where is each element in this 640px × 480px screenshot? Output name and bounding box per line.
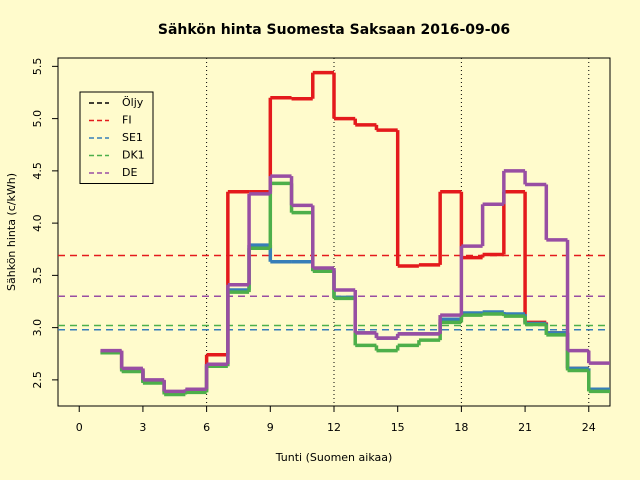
y-tick-label: 4.0	[31, 214, 44, 232]
x-tick-label: 21	[518, 421, 532, 434]
x-tick-label: 12	[327, 421, 341, 434]
y-tick-label: 4.5	[31, 162, 44, 180]
legend-label: DK1	[122, 149, 145, 162]
x-tick-label: 9	[267, 421, 274, 434]
legend-label: Öljy	[122, 96, 144, 109]
x-tick-label: 15	[391, 421, 405, 434]
x-tick-label: 24	[582, 421, 596, 434]
x-tick-label: 3	[139, 421, 146, 434]
legend-label: DE	[122, 166, 137, 179]
x-tick-label: 18	[454, 421, 468, 434]
x-tick-label: 0	[76, 421, 83, 434]
y-tick-label: 5.5	[31, 58, 44, 76]
y-tick-label: 2.5	[31, 371, 44, 389]
y-axis-label: Sähkön hinta (c/kWh)	[5, 173, 18, 291]
y-tick-label: 3.0	[31, 319, 44, 337]
y-tick-label: 3.5	[31, 267, 44, 285]
x-axis-label: Tunti (Suomen aikaa)	[275, 451, 393, 464]
y-tick-label: 5.0	[31, 110, 44, 128]
legend-label: FI	[122, 114, 132, 127]
chart-title: Sähkön hinta Suomesta Saksaan 2016-09-06	[158, 22, 510, 38]
x-tick-label: 6	[203, 421, 210, 434]
legend-label: SE1	[122, 131, 143, 144]
